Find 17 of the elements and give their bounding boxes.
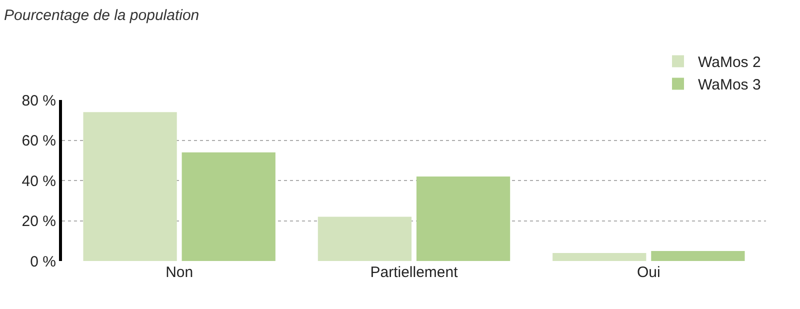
chart-title: Pourcentage de la population <box>4 6 200 24</box>
bar <box>651 250 745 261</box>
y-tick-label: 0 % <box>30 253 56 270</box>
bar <box>552 252 646 261</box>
y-tick-label: 80 % <box>22 92 56 110</box>
legend-label: WaMos 2 <box>698 54 761 72</box>
x-tick-label: Oui <box>637 264 660 281</box>
x-tick-label: Partiellement <box>370 264 459 281</box>
legend-label: WaMos 3 <box>698 76 761 94</box>
y-tick-label: 20 % <box>22 213 56 230</box>
y-tick-label: 40 % <box>22 172 56 190</box>
bar <box>318 216 412 261</box>
bar <box>416 176 510 261</box>
bar <box>182 152 276 261</box>
y-tick-label: 60 % <box>22 132 56 150</box>
bar <box>83 112 177 261</box>
x-tick-label: Non <box>166 264 194 281</box>
